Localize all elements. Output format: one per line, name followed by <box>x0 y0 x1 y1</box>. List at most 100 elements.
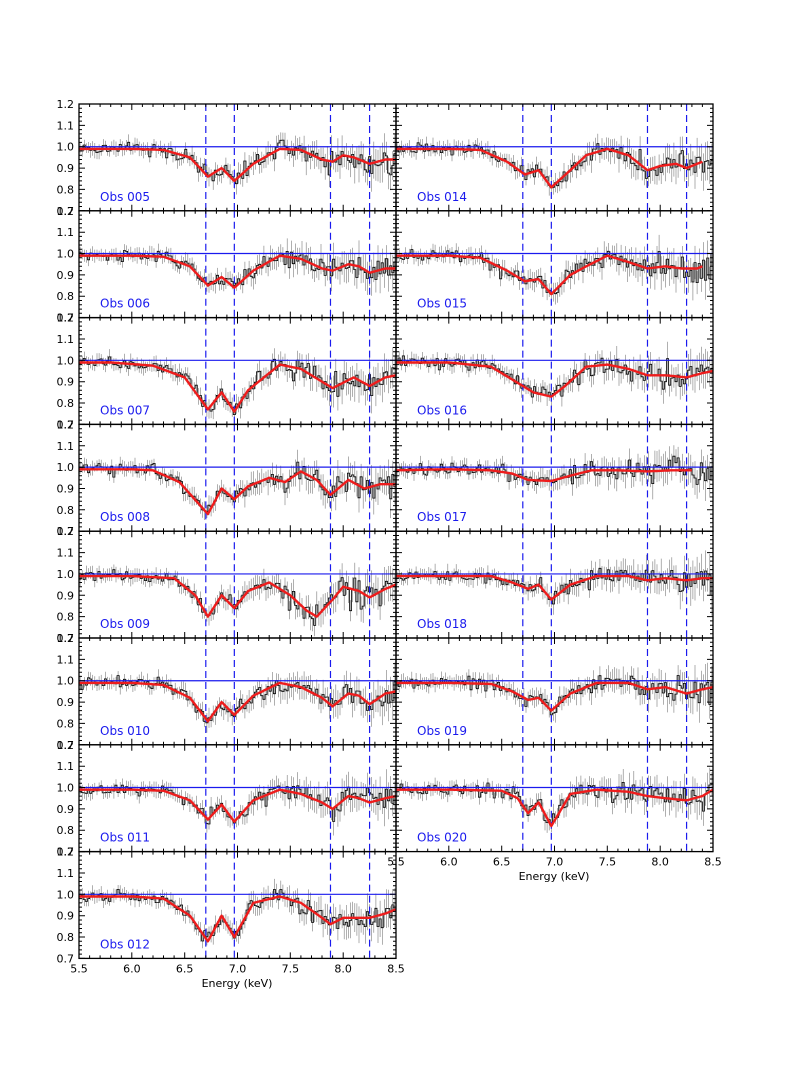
obs-label: Obs 015 <box>417 297 467 311</box>
x-tick-label: 7.0 <box>229 962 247 975</box>
y-tick-label: 0.8 <box>57 290 75 303</box>
y-tick-label: 1.2 <box>57 205 75 218</box>
obs-label: Obs 009 <box>100 617 150 631</box>
model-curve <box>79 468 396 516</box>
data-histogram <box>396 355 713 398</box>
y-tick-label: 0.8 <box>57 717 75 730</box>
data-histogram <box>396 249 713 295</box>
y-tick-label: 0.9 <box>57 376 75 389</box>
model-curve <box>79 788 396 823</box>
y-tick-label: 1.1 <box>57 760 75 773</box>
panels-layer: 0.7 0.8 0.9 1.0 1.1 1.2 Obs 005 0.7 0.8 0.9 1.0 1.1… <box>57 98 722 975</box>
model-curve <box>396 254 703 296</box>
y-tick-label: 0.9 <box>57 910 75 923</box>
panel-obs-006: 0.7 0.8 0.9 1.0 1.1 1.2 Obs 006 <box>57 205 397 325</box>
panel-plot-area <box>396 317 713 425</box>
y-tick-label: 1.0 <box>57 782 75 795</box>
x-axis-title-left: Energy (keV) <box>202 977 273 990</box>
model-curve <box>79 254 396 289</box>
panel-obs-012: 0.7 0.8 0.9 1.0 1.1 1.2 Obs 012 5.5 6.0 6.5 7.0 7.5… <box>57 846 405 976</box>
panel-plot-area <box>396 638 713 745</box>
data-error-bars <box>79 769 396 836</box>
x-tick-label: 6.0 <box>123 962 141 975</box>
x-tick-label: 6.0 <box>440 856 458 869</box>
y-tick-label: 1.0 <box>57 354 75 367</box>
panel-plot-area <box>396 744 713 852</box>
panel-obs-018: Obs 018 <box>395 530 714 639</box>
y-tick-label: 1.1 <box>57 119 75 132</box>
panel-plot-area <box>396 424 713 532</box>
panel-plot-area <box>79 744 396 852</box>
x-tick-label: 8.0 <box>651 856 669 869</box>
model-curve <box>79 147 396 183</box>
x-tick-label: 5.5 <box>387 856 405 869</box>
y-tick-label: 0.7 <box>57 312 75 325</box>
y-tick-label: 1.0 <box>57 461 75 474</box>
panel-ticks <box>78 851 397 959</box>
obs-label: Obs 006 <box>100 297 150 311</box>
y-tick-label: 1.2 <box>57 98 75 111</box>
obs-label: Obs 016 <box>417 403 467 417</box>
obs-label: Obs 008 <box>100 510 150 524</box>
y-tick-label: 1.2 <box>57 525 75 538</box>
y-tick-label: 1.1 <box>57 333 75 346</box>
y-tick-label: 0.7 <box>57 632 75 645</box>
y-tick-label: 1.0 <box>57 675 75 688</box>
y-tick-label: 1.0 <box>57 141 75 154</box>
y-tick-label: 0.7 <box>57 952 75 965</box>
y-tick-label: 0.7 <box>57 846 75 859</box>
y-tick-label: 1.2 <box>57 418 75 431</box>
panel-obs-011: 0.7 0.8 0.9 1.0 1.1 1.2 Obs 011 <box>57 739 397 859</box>
panel-plot-area <box>79 210 396 318</box>
model-curve <box>79 681 396 723</box>
panel-ticks <box>395 744 714 853</box>
panel-obs-008: 0.7 0.8 0.9 1.0 1.1 1.2 Obs 008 <box>57 418 397 538</box>
panel-plot-area <box>396 531 713 638</box>
y-tick-label: 1.0 <box>57 888 75 901</box>
obs-label: Obs 014 <box>417 190 467 204</box>
y-tick-label: 0.9 <box>57 482 75 495</box>
y-tick-label: 1.1 <box>57 226 75 239</box>
obs-label: Obs 007 <box>100 403 150 417</box>
x-tick-label: 6.5 <box>176 962 194 975</box>
data-histogram <box>79 675 396 724</box>
x-tick-label: 7.5 <box>599 856 617 869</box>
panel-plot-area <box>79 424 396 532</box>
model-curve <box>79 895 396 943</box>
x-axis-title-right: Energy (keV) <box>519 870 590 883</box>
panel-plot-area <box>79 638 396 745</box>
panel-obs-014: Obs 014 <box>395 103 714 212</box>
y-tick-label: 1.2 <box>57 632 75 645</box>
model-curve <box>396 468 692 483</box>
panel-obs-016: Obs 016 <box>395 316 714 426</box>
y-tick-label: 0.7 <box>57 739 75 752</box>
panel-plot-area <box>396 104 713 211</box>
data-histogram <box>396 567 713 605</box>
y-tick-label: 1.2 <box>57 739 75 752</box>
panel-plot-area <box>79 851 396 959</box>
y-tick-label: 0.7 <box>57 205 75 218</box>
model-curve <box>79 574 396 618</box>
model-curve <box>396 147 703 189</box>
model-curve <box>396 361 713 398</box>
model-curve <box>79 361 396 413</box>
y-tick-label: 1.2 <box>57 846 75 859</box>
obs-label: Obs 019 <box>417 724 467 738</box>
panel-obs-009: 0.7 0.8 0.9 1.0 1.1 1.2 Obs 009 <box>57 525 397 645</box>
x-tick-label: 7.5 <box>282 962 300 975</box>
panel-plot-area <box>396 210 713 318</box>
y-tick-label: 1.2 <box>57 312 75 325</box>
obs-label: Obs 020 <box>417 831 467 845</box>
y-tick-label: 0.7 <box>57 525 75 538</box>
y-tick-label: 0.9 <box>57 269 75 282</box>
obs-label: Obs 018 <box>417 617 467 631</box>
y-tick-label: 0.9 <box>57 162 75 175</box>
obs-label: Obs 011 <box>100 831 150 845</box>
y-tick-label: 1.1 <box>57 867 75 880</box>
y-tick-label: 1.0 <box>57 568 75 581</box>
y-tick-label: 1.1 <box>57 547 75 560</box>
model-curve <box>396 574 713 601</box>
y-tick-label: 0.8 <box>57 824 75 837</box>
panel-plot-area <box>79 317 396 425</box>
panel-obs-020: Obs 020 5.5 6.0 6.5 7.0 7.5 8.0 8.5 <box>387 744 722 869</box>
